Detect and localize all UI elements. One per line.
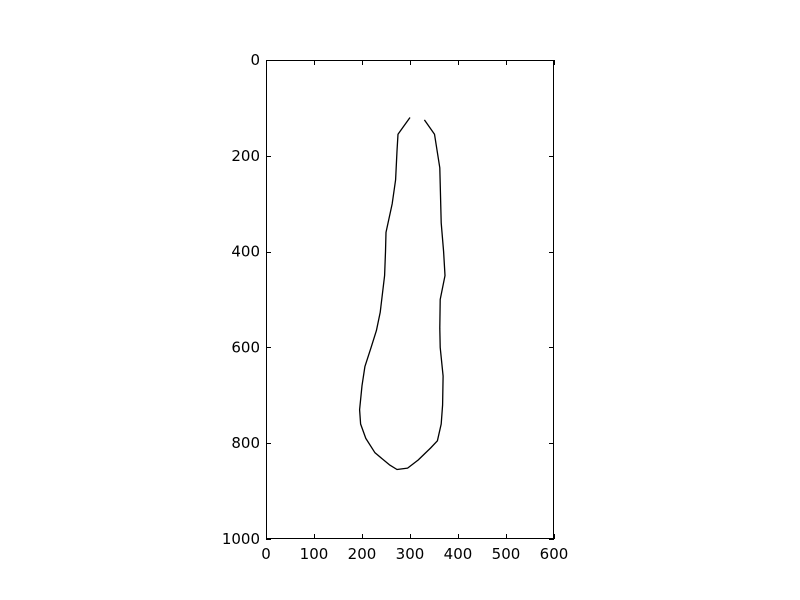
- x-tick-label: 200: [348, 545, 377, 563]
- y-tick-label: 200: [231, 147, 260, 165]
- series-line-1: [358, 117, 446, 471]
- y-tick-label: 400: [231, 243, 260, 261]
- series-layer: [358, 117, 446, 471]
- y-tick-label: 0: [250, 51, 260, 69]
- x-tick-label: 300: [396, 545, 425, 563]
- plot-area: [266, 60, 554, 539]
- x-tick-label: 500: [492, 545, 521, 563]
- y-tick-label: 1000: [222, 530, 260, 548]
- y-tick-label: 600: [231, 338, 260, 356]
- y-tick-label: 800: [231, 434, 260, 452]
- x-tick-label: 400: [444, 545, 473, 563]
- ticks-layer: 0 100 200 300 400 500 600 0 200 400 600 800 1000: [222, 51, 569, 563]
- x-tick-label: 100: [300, 545, 329, 563]
- plot-frame: [266, 60, 554, 539]
- x-tick-label: 600: [540, 545, 569, 563]
- x-tick-label: 0: [261, 545, 271, 563]
